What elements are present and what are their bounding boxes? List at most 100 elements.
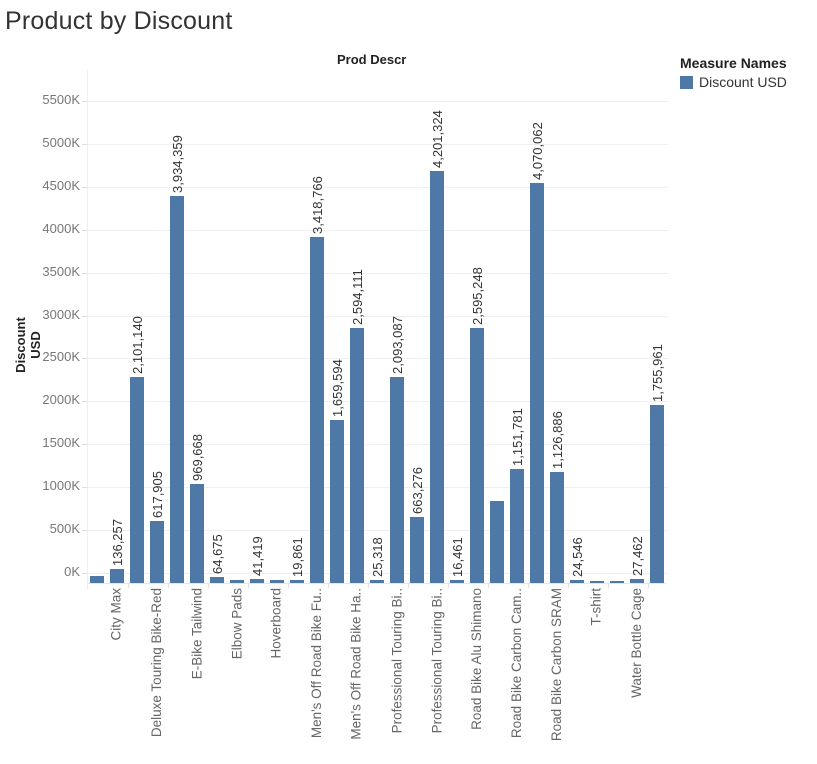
bar[interactable] <box>270 580 284 583</box>
chart-title: Product by Discount <box>5 7 233 35</box>
legend-title: Measure Names <box>680 55 787 71</box>
bar[interactable] <box>130 377 144 583</box>
gridline <box>88 101 668 102</box>
bar[interactable] <box>330 420 344 583</box>
bar-value-label: 41,419 <box>250 536 265 576</box>
bar-value-label: 617,905 <box>150 471 165 518</box>
y-tick-mark <box>82 444 87 445</box>
y-tick-label: 5500K <box>42 92 80 107</box>
bar[interactable] <box>310 237 324 583</box>
bar-value-label: 2,594,111 <box>350 269 365 325</box>
x-axis-category-label: Hoverboard <box>269 588 284 659</box>
x-tick-mark <box>368 583 369 588</box>
bar-value-label: 2,093,087 <box>390 316 405 374</box>
bar[interactable] <box>250 579 264 583</box>
bar[interactable] <box>430 171 444 583</box>
x-tick-mark <box>288 583 289 588</box>
x-axis-category-label: Professional Touring Bi.. <box>429 588 444 734</box>
gridline <box>88 573 668 574</box>
bar[interactable] <box>370 580 384 583</box>
bar[interactable] <box>390 377 404 583</box>
gridline <box>88 316 668 317</box>
bar-value-label: 136,257 <box>110 519 125 566</box>
bar-value-label: 1,151,781 <box>510 408 525 466</box>
y-tick-label: 3000K <box>42 307 80 322</box>
x-tick-mark <box>608 583 609 588</box>
gridline <box>88 144 668 145</box>
x-axis-category-label: Road Bike Carbon SRAM <box>549 588 564 742</box>
x-axis-category-label: Road Bike Carbon Cam.. <box>509 588 524 739</box>
bar-value-label: 3,934,359 <box>170 135 185 193</box>
bar[interactable] <box>610 581 624 583</box>
y-tick-mark <box>82 358 87 359</box>
bar[interactable] <box>630 579 644 583</box>
bar-value-label: 64,675 <box>210 534 225 574</box>
bar-value-label: 1,126,886 <box>550 411 565 469</box>
bar-value-label: 19,861 <box>290 537 305 577</box>
bar[interactable] <box>470 328 484 583</box>
y-tick-label: 1000K <box>42 478 80 493</box>
x-axis-baseline <box>88 583 666 584</box>
x-axis-category-label: T-shirt <box>589 588 604 626</box>
x-tick-mark <box>568 583 569 588</box>
bar[interactable] <box>530 183 544 583</box>
gridline <box>88 444 668 445</box>
gridline <box>88 487 668 488</box>
y-tick-label: 2000K <box>42 392 80 407</box>
bar[interactable] <box>410 517 424 583</box>
bar[interactable] <box>650 405 664 583</box>
bar[interactable] <box>230 580 244 583</box>
y-tick-mark <box>82 101 87 102</box>
bar-value-label: 1,755,961 <box>650 344 665 402</box>
legend-swatch-icon <box>680 75 693 89</box>
bar-value-label: 27,462 <box>630 536 645 576</box>
bar-value-label: 1,659,594 <box>330 359 345 417</box>
bar[interactable] <box>590 581 604 583</box>
y-tick-label: 4500K <box>42 178 80 193</box>
legend-item-discount-usd[interactable]: Discount USD <box>680 74 787 90</box>
gridline <box>88 401 668 402</box>
y-tick-label: 500K <box>49 521 80 536</box>
x-tick-mark <box>208 583 209 588</box>
gridline <box>88 273 668 274</box>
bar-value-label: 969,668 <box>190 434 205 481</box>
x-tick-mark <box>528 583 529 588</box>
bar[interactable] <box>570 580 584 583</box>
bar[interactable] <box>110 569 124 583</box>
x-tick-mark <box>248 583 249 588</box>
y-tick-mark <box>82 316 87 317</box>
x-tick-mark <box>128 583 129 588</box>
bar[interactable] <box>350 328 364 583</box>
bar-value-label: 2,595,248 <box>470 267 485 325</box>
bar[interactable] <box>290 580 304 583</box>
bar[interactable] <box>150 521 164 583</box>
y-axis-line <box>87 70 88 590</box>
bar[interactable] <box>550 472 564 583</box>
legend: Measure Names Discount USD <box>680 55 787 90</box>
x-axis-category-label: Men's Off Road Bike Ha.. <box>349 588 364 740</box>
bar[interactable] <box>510 469 524 583</box>
y-tick-mark <box>82 144 87 145</box>
gridline <box>88 230 668 231</box>
bar-value-label: 24,546 <box>570 537 585 577</box>
bar[interactable] <box>210 577 224 583</box>
y-tick-mark <box>82 273 87 274</box>
legend-item-label: Discount USD <box>699 74 787 90</box>
bar-value-label: 4,070,062 <box>530 122 545 180</box>
x-tick-mark <box>328 583 329 588</box>
gridline <box>88 187 668 188</box>
x-axis-category-label: Road Bike Alu Shimano <box>469 588 484 730</box>
bar[interactable] <box>170 196 184 583</box>
bar[interactable] <box>450 580 464 583</box>
gridline <box>88 358 668 359</box>
bar[interactable] <box>90 576 104 583</box>
x-tick-mark <box>648 583 649 588</box>
column-header: Prod Descr <box>337 52 407 67</box>
x-tick-mark <box>448 583 449 588</box>
bar-value-label: 3,418,766 <box>310 176 325 234</box>
y-tick-mark <box>82 487 87 488</box>
bar[interactable] <box>190 484 204 583</box>
y-tick-label: 2500K <box>42 349 80 364</box>
y-tick-label: 1500K <box>42 435 80 450</box>
bar[interactable] <box>490 501 504 583</box>
